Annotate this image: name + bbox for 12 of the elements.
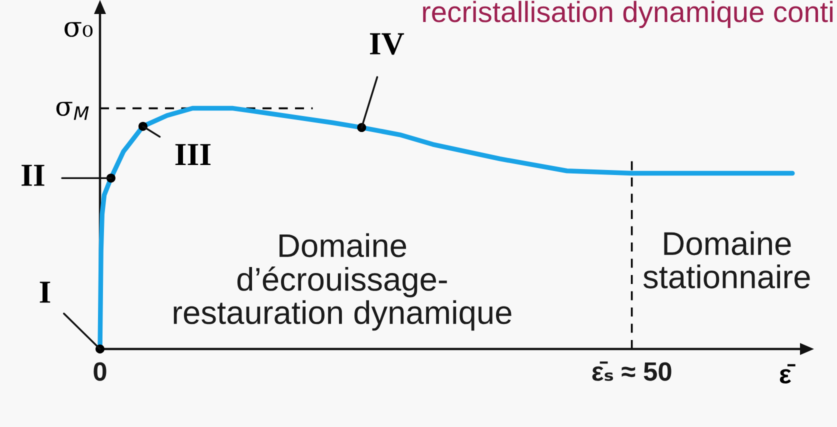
- annotation: Domaine d’écrouissage- restauration dynamique: [174, 233, 512, 331]
- x-axis-title: ε̄: [780, 364, 796, 384]
- annotation: I: [40, 282, 50, 303]
- annotation: IV: [370, 33, 404, 55]
- ref-line-label: σ$_{M}$: [56, 102, 89, 120]
- y-axis-title: σ₀: [64, 22, 93, 37]
- annotation: Domaine stationnaire: [643, 231, 810, 288]
- x-tick-label: 0: [94, 362, 106, 381]
- annotation: II: [22, 164, 44, 186]
- chart-title: recristallisation dynamique conti: [423, 0, 833, 28]
- x-tick-label: ε̄ₛ ≈ 50: [592, 362, 672, 381]
- annotation: III: [175, 144, 211, 166]
